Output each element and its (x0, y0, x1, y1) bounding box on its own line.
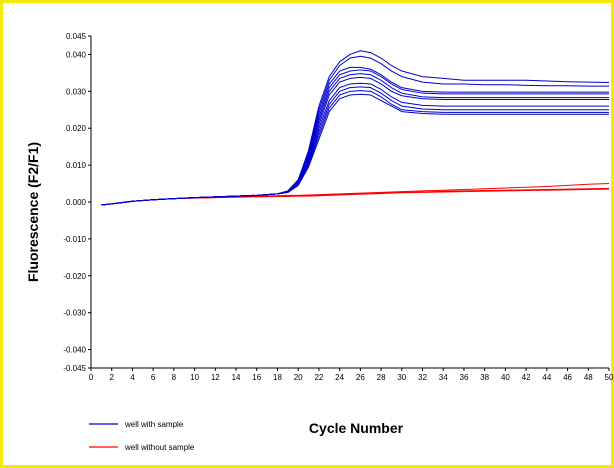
x-tick-label: 50 (605, 373, 614, 382)
y-tick-label: -0.010 (63, 235, 86, 244)
x-ticks: 0 2 4 6 8 10 12 14 16 18 20 22 24 26 28 30 32 34 36 38 40 42 4… (89, 368, 614, 382)
x-tick-label: 38 (480, 373, 489, 382)
x-tick-label: 2 (109, 373, 114, 382)
legend-label-without-sample: well without sample (124, 443, 195, 452)
x-tick-label: 48 (584, 373, 593, 382)
x-tick-label: 26 (356, 373, 365, 382)
y-tick-label: -0.040 (63, 346, 86, 355)
x-tick-label: 24 (335, 373, 344, 382)
x-tick-label: 20 (294, 373, 303, 382)
y-tick-label: 0.010 (66, 161, 87, 170)
series-line-with-sample (101, 76, 609, 206)
x-tick-label: 14 (232, 373, 241, 382)
x-tick-label: 42 (522, 373, 531, 382)
y-tick-label: 0.000 (66, 198, 87, 207)
series-line-with-sample (101, 66, 609, 206)
y-tick-label: -0.030 (63, 309, 86, 318)
series-line-with-sample (101, 90, 609, 206)
y-ticks: 0.045 0.040 0.030 0.020 0.010 0.000 -0.010 -0.0… (63, 32, 91, 373)
series-line-with-sample (101, 55, 609, 206)
x-tick-label: 28 (377, 373, 386, 382)
x-tick-label: 32 (418, 373, 427, 382)
x-tick-label: 46 (563, 373, 572, 382)
x-tick-label: 6 (151, 373, 156, 382)
x-tick-label: 10 (190, 373, 199, 382)
x-axis-title: Cycle Number (309, 420, 404, 436)
x-tick-label: 12 (211, 373, 220, 382)
y-tick-label: 0.045 (66, 32, 87, 41)
y-tick-label: 0.030 (66, 87, 87, 96)
legend: well with sample well without sample (89, 420, 195, 452)
series-line-with-sample (101, 69, 609, 206)
series-line-with-sample (101, 93, 609, 206)
series-line-with-sample (101, 73, 609, 206)
x-tick-label: 4 (130, 373, 135, 382)
x-tick-label: 0 (89, 373, 94, 382)
x-tick-label: 36 (460, 373, 469, 382)
x-tick-label: 44 (542, 373, 551, 382)
legend-label-with-sample: well with sample (124, 420, 184, 429)
x-tick-label: 18 (273, 373, 282, 382)
x-tick-label: 40 (501, 373, 510, 382)
y-tick-label: 0.040 (66, 50, 87, 59)
y-tick-label: -0.045 (63, 364, 86, 373)
y-tick-label: 0.020 (66, 124, 87, 133)
series-line-without-sample (101, 188, 610, 206)
x-tick-label: 30 (397, 373, 406, 382)
x-tick-label: 8 (172, 373, 177, 382)
x-tick-label: 34 (439, 373, 448, 382)
x-tick-label: 22 (314, 373, 323, 382)
x-tick-label: 16 (252, 373, 261, 382)
y-axis-title: Fluorescence (F2/F1) (25, 142, 41, 282)
series-layer (101, 50, 610, 206)
y-tick-label: -0.020 (63, 272, 86, 281)
